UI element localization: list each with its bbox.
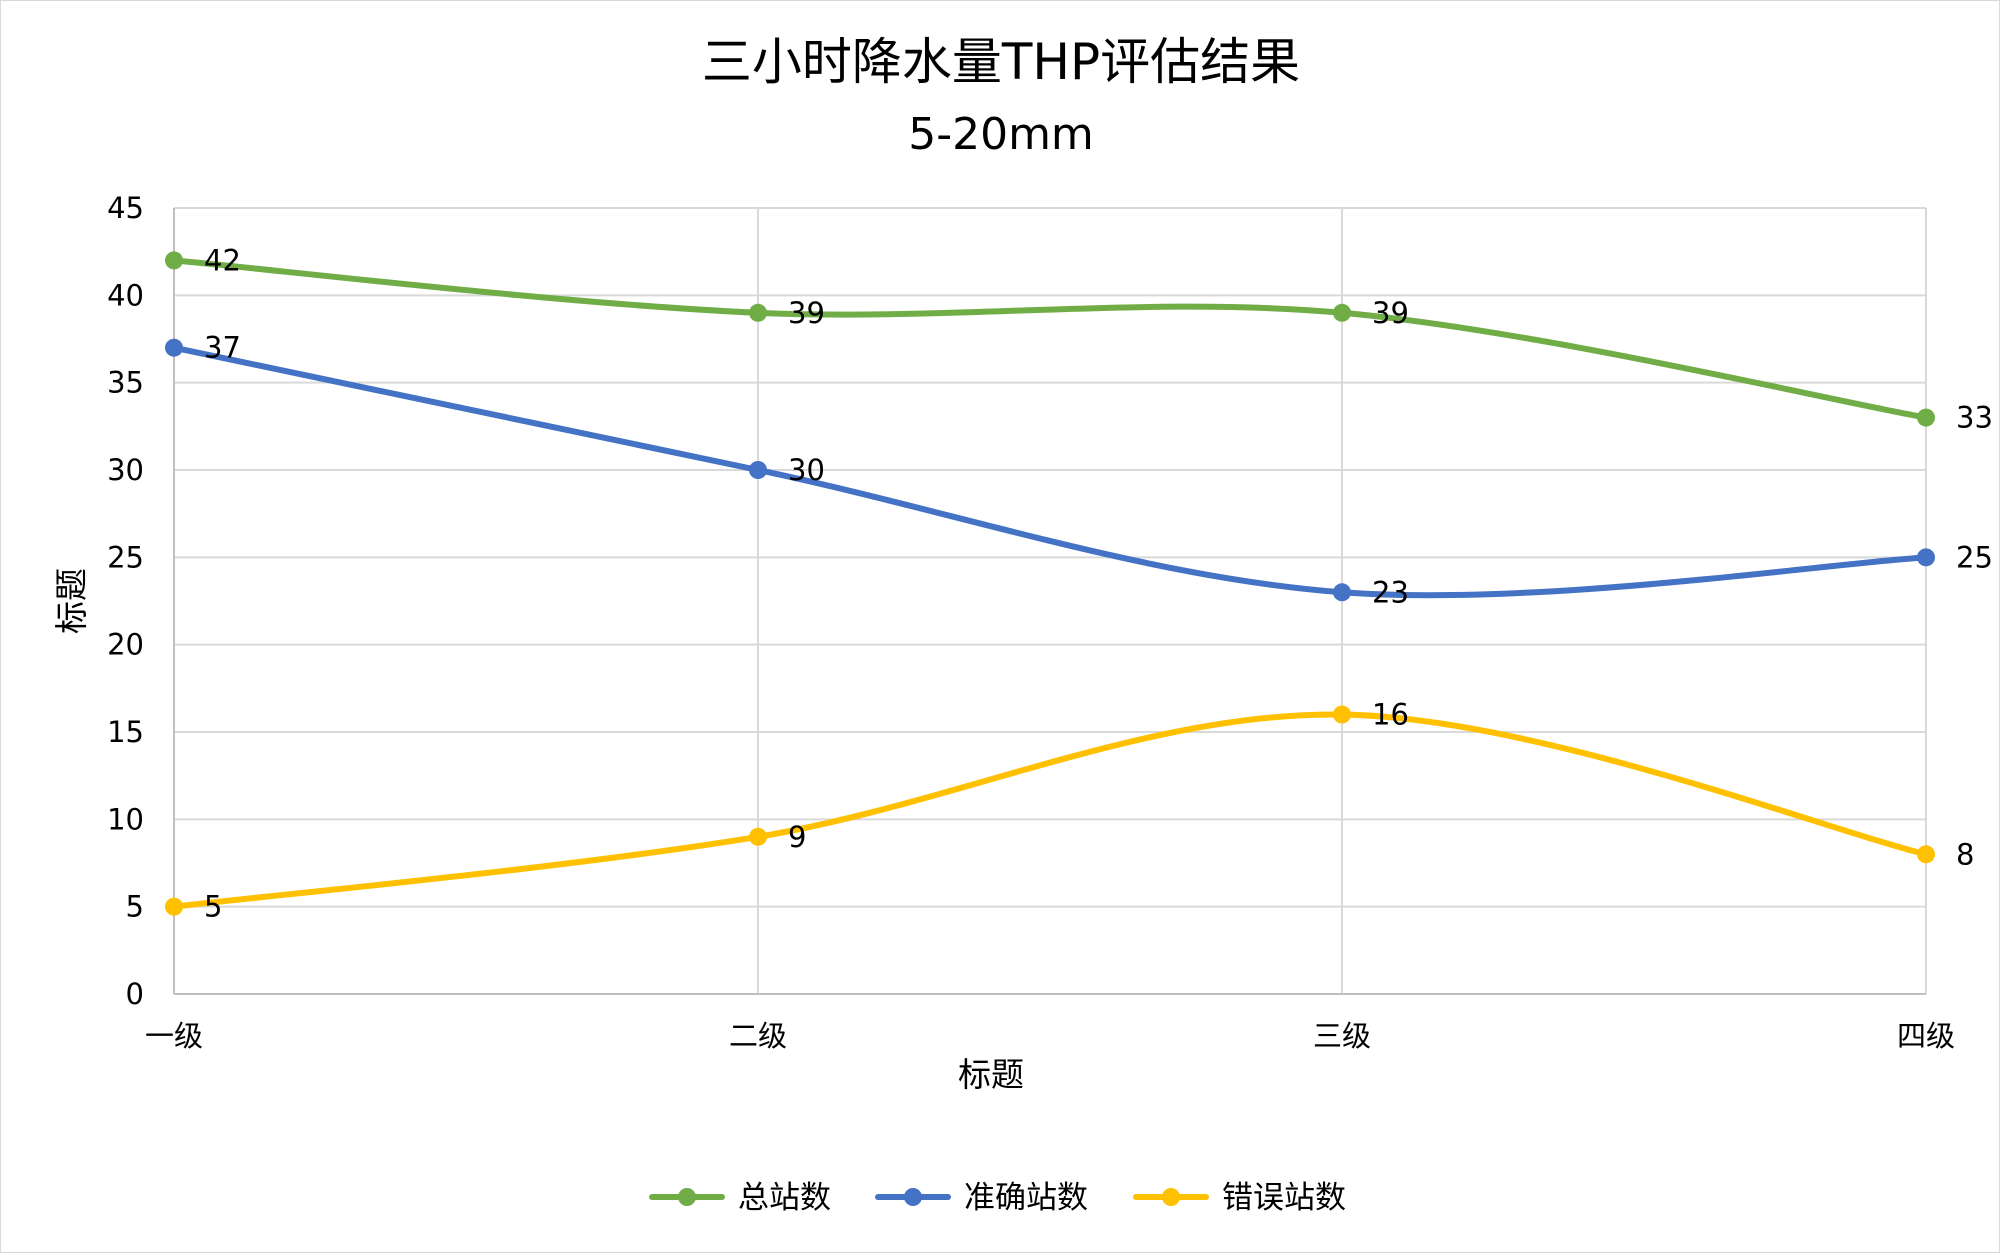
series-line-2	[171, 344, 1929, 599]
data-label: 37	[204, 331, 241, 365]
y-tick-label: 15	[107, 715, 144, 749]
x-axis-ticks: 一级 二级 三级 四级	[145, 1019, 1955, 1053]
y-axis-ticks: 0 5 10 15 20 25 30 35 40 45	[107, 191, 144, 1011]
data-point	[1917, 548, 1935, 567]
legend-label: 错误站数	[1222, 1180, 1346, 1216]
data-label: 5	[204, 890, 222, 924]
legend-marker	[678, 1188, 696, 1206]
y-tick-label: 45	[107, 191, 144, 225]
data-point	[749, 303, 767, 322]
data-label: 33	[1956, 401, 1993, 435]
legend-label: 准确站数	[964, 1180, 1088, 1216]
y-tick-label: 40	[107, 278, 144, 312]
x-tick-label: 二级	[729, 1019, 787, 1053]
data-point	[1333, 583, 1351, 602]
y-tick-label: 30	[107, 453, 144, 487]
data-label: 30	[788, 453, 825, 487]
x-tick-label: 三级	[1313, 1019, 1371, 1053]
legend: 总站数 准确站数 错误站数	[649, 1180, 1346, 1216]
data-point	[1917, 408, 1935, 427]
legend-item: 总站数	[649, 1180, 831, 1216]
legend-marker	[1162, 1188, 1180, 1206]
y-tick-label: 10	[107, 802, 144, 836]
series-line-1	[171, 257, 1929, 421]
data-point	[1333, 303, 1351, 322]
y-axis-title: 标题	[52, 568, 91, 634]
y-tick-label: 0	[126, 977, 144, 1011]
data-label: 39	[1372, 296, 1409, 330]
data-point	[165, 897, 183, 916]
chart-subtitle: 5-20mm	[908, 109, 1094, 160]
data-label: 39	[788, 296, 825, 330]
data-label: 8	[1956, 837, 1974, 871]
series-group	[165, 251, 1935, 916]
series-line-3	[171, 711, 1929, 910]
legend-item: 准确站数	[875, 1180, 1088, 1216]
chart-title: 三小时降水量THP评估结果	[702, 33, 1300, 91]
legend-item: 错误站数	[1133, 1180, 1346, 1216]
x-tick-label: 一级	[145, 1019, 203, 1053]
data-labels: 42 39 39 33 37 30 23 25 5 9 16 8	[204, 243, 1993, 923]
data-point	[1333, 705, 1351, 724]
data-point	[1917, 845, 1935, 864]
data-label: 42	[204, 243, 241, 277]
y-tick-label: 20	[107, 628, 144, 662]
data-point	[165, 338, 183, 357]
x-axis-title: 标题	[958, 1055, 1024, 1094]
legend-marker	[904, 1188, 922, 1206]
data-label: 23	[1372, 575, 1409, 609]
data-label: 9	[788, 820, 806, 854]
legend-label: 总站数	[738, 1180, 831, 1216]
x-tick-label: 四级	[1897, 1019, 1955, 1053]
y-tick-label: 5	[126, 890, 144, 924]
y-tick-label: 25	[107, 540, 144, 574]
data-point	[749, 827, 767, 846]
data-label: 16	[1372, 698, 1409, 732]
data-point	[165, 251, 183, 270]
data-point	[749, 461, 767, 479]
data-label: 25	[1956, 540, 1993, 574]
y-tick-label: 35	[107, 366, 144, 400]
